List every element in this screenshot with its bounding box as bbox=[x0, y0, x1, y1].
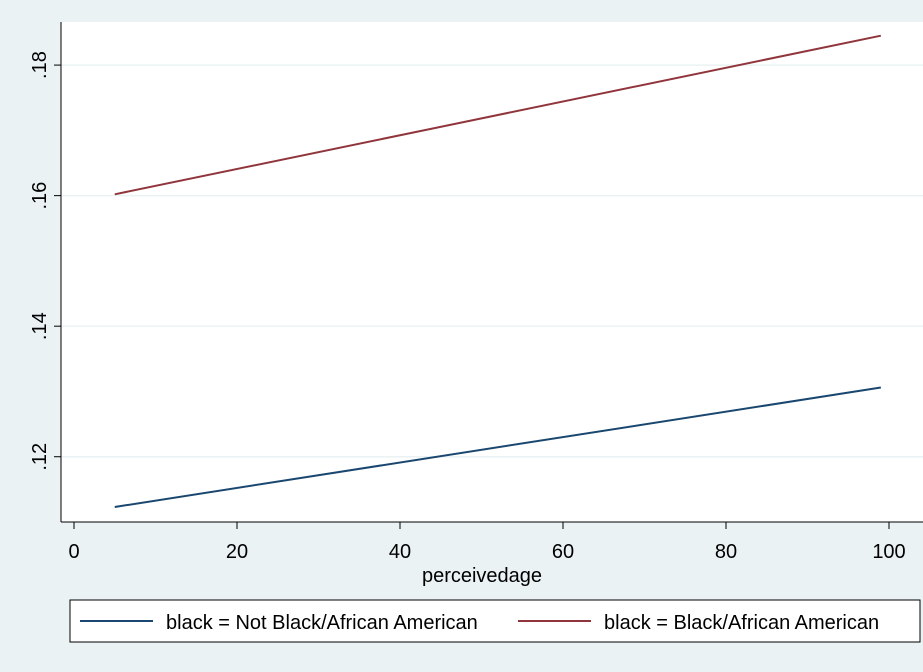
series-line bbox=[114, 386, 882, 508]
plot-area bbox=[61, 22, 923, 522]
y-tick-label: .18 bbox=[29, 51, 51, 79]
series-line bbox=[114, 34, 882, 196]
legend-box bbox=[69, 599, 921, 643]
series-lines bbox=[114, 34, 882, 508]
x-axis-title: perceivedage bbox=[422, 565, 542, 587]
x-tick-label: 20 bbox=[226, 541, 248, 563]
axes bbox=[60, 22, 923, 523]
legend-label: black = Not Black/African American bbox=[166, 612, 478, 634]
x-tick-label: 60 bbox=[552, 541, 574, 563]
gridlines bbox=[61, 64, 923, 458]
y-tick-label: .14 bbox=[29, 312, 51, 340]
legend-label: black = Black/African American bbox=[604, 612, 879, 634]
ticks: .12 .14 .16 .18 0 20 40 60 80 100 bbox=[29, 51, 906, 563]
y-tick-label: .12 bbox=[29, 443, 51, 471]
x-tick-label: 100 bbox=[872, 541, 905, 563]
x-tick-label: 40 bbox=[389, 541, 411, 563]
y-tick-label: .16 bbox=[29, 182, 51, 210]
x-tick-label: 80 bbox=[715, 541, 737, 563]
x-tick-label: 0 bbox=[68, 541, 79, 563]
legend: black = Not Black/African American black … bbox=[69, 599, 921, 643]
